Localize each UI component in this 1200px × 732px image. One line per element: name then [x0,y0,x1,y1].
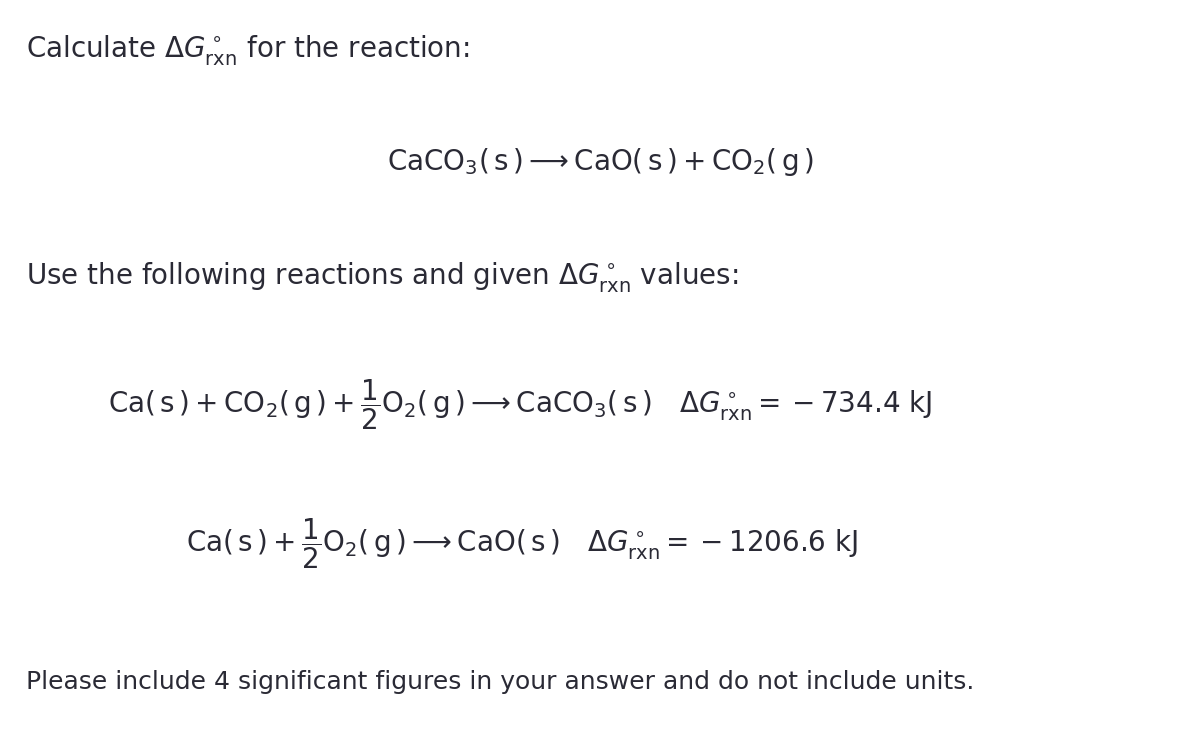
Text: $\mathrm{Ca(\,s\,)} + \dfrac{1}{2}\mathrm{O_2(\,g\,)} \longrightarrow \mathrm{Ca: $\mathrm{Ca(\,s\,)} + \dfrac{1}{2}\mathr… [186,516,858,571]
Text: Calculate $\Delta G^\circ_{\mathrm{rxn}}$ for the reaction:: Calculate $\Delta G^\circ_{\mathrm{rxn}}… [26,33,470,67]
Text: Please include 4 significant figures in your answer and do not include units.: Please include 4 significant figures in … [26,670,974,694]
Text: Use the following reactions and given $\Delta G^\circ_{\mathrm{rxn}}$ values:: Use the following reactions and given $\… [26,260,739,294]
Text: $\mathrm{CaCO_3(\,s\,)} \longrightarrow \mathrm{CaO(\,s\,)} + \mathrm{CO_2(\,g\,: $\mathrm{CaCO_3(\,s\,)} \longrightarrow … [386,146,814,179]
Text: $\mathrm{Ca(\,s\,)} + \mathrm{CO_2(\,g\,)} + \dfrac{1}{2}\mathrm{O_2(\,g\,)} \lo: $\mathrm{Ca(\,s\,)} + \mathrm{CO_2(\,g\,… [108,377,932,432]
